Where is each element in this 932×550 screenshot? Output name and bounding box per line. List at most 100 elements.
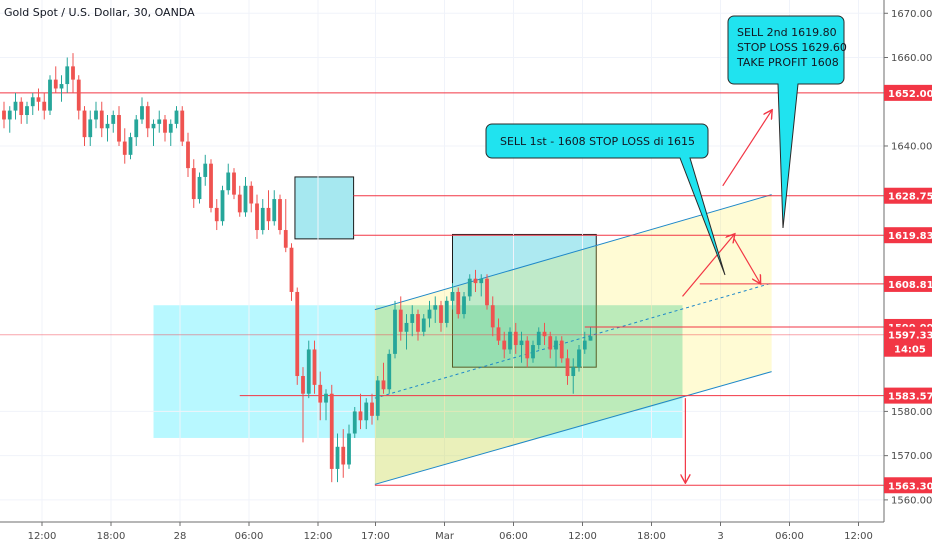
horizontal-levels (0, 92, 884, 486)
candle-body (48, 79, 52, 111)
candle-body (272, 199, 277, 222)
candle-body (53, 79, 58, 89)
candle-body (370, 402, 374, 416)
candle-body (347, 433, 351, 465)
candle-body (111, 115, 116, 124)
arrow-down-to-tp (733, 238, 760, 283)
level-price-label: 1619.832 (888, 231, 932, 242)
candle-body (433, 305, 438, 310)
candle-body (243, 185, 248, 213)
time-tick-label: 06:00 (499, 531, 528, 542)
candle-body (582, 340, 587, 350)
candle-body (283, 230, 288, 248)
candle-body (306, 349, 311, 394)
channel-lower-line (374, 371, 772, 485)
candle-body (508, 331, 512, 350)
candle-body (410, 314, 415, 323)
candle-body (324, 393, 328, 403)
candle-body (226, 172, 231, 191)
candle-body (531, 345, 535, 359)
candle-body (117, 115, 121, 142)
candle-body (289, 247, 294, 292)
candle-body (513, 331, 518, 346)
level-price-tag (884, 275, 932, 292)
candle-body (467, 278, 472, 297)
candle-body (358, 411, 363, 421)
time-tick-label: 12:00 (568, 531, 597, 542)
level-price-tag (884, 387, 932, 404)
callout-text-line: SELL 2nd 1619.80 (737, 26, 837, 39)
candle-body (220, 190, 225, 222)
candle-body (82, 110, 87, 138)
candle-body (381, 380, 386, 390)
candle-body (479, 278, 484, 284)
time-tick-label: 12:00 (844, 531, 873, 542)
candle-body (174, 110, 179, 124)
candle-body (577, 349, 581, 368)
time-axis[interactable]: 12:00 18:00 28 06:00 12:00 17:00 Mar 06:00 12:00… (0, 521, 932, 550)
candle-body (490, 305, 495, 328)
candle-body (214, 207, 219, 222)
symbol-legend: Gold Spot / U.S. Dollar, 30, OANDA (4, 6, 195, 19)
candle-body (42, 101, 47, 111)
candle-body (525, 340, 530, 359)
candle-body (295, 291, 300, 377)
candle-body (191, 168, 196, 200)
candle-body (249, 185, 254, 204)
candle-body (519, 340, 524, 346)
level-price-label: 1583.570 (888, 392, 932, 403)
time-tick-label: 12:00 (28, 531, 57, 542)
time-tick-label: 12:00 (304, 531, 333, 542)
candle-body (364, 402, 369, 421)
candle-body (157, 119, 162, 124)
arrow-up-to-sell2 (682, 234, 735, 297)
candle-body (232, 172, 236, 195)
callout-bubble (727, 15, 845, 229)
callout-text: SELL 1st - 1608 STOP LOSS di 1615 (500, 135, 695, 148)
level-price-tag (884, 227, 932, 244)
regression-channel (374, 194, 772, 485)
candle-body (237, 194, 242, 213)
candle-body (559, 340, 564, 359)
callout-text-line: TAKE PROFIT 1608 (736, 56, 839, 69)
time-tick-label: Mar (435, 531, 455, 542)
candle-body (496, 327, 501, 341)
candle-body (398, 309, 403, 332)
candle-body (301, 376, 305, 394)
candle-body (71, 66, 75, 80)
price-tick-label: 1670.000 (891, 9, 932, 20)
time-tick-label: 28 (174, 531, 187, 542)
price-tick-label: 1570.000 (891, 451, 932, 462)
level-price-tag (884, 477, 932, 494)
callout-text-line: STOP LOSS 1629.60 (737, 41, 847, 54)
candle-body (209, 163, 213, 208)
candle-body (450, 291, 455, 301)
candle-body (94, 110, 98, 120)
range-box (452, 233, 597, 368)
time-tick-label: 3 (717, 531, 723, 542)
price-axis[interactable]: 1560.000 1570.000 1580.000 1640.000 1660.000… (883, 0, 932, 550)
price-tick-label: 1640.000 (891, 141, 932, 152)
candle-body (19, 101, 24, 116)
candle-body (145, 106, 150, 129)
time-tick-label: 17:00 (361, 531, 390, 542)
level-price-label: 1652.008 (888, 89, 932, 100)
current-price-label: 1597.338 (888, 331, 932, 342)
candle-body (59, 84, 64, 89)
time-tick-label: 06:00 (235, 531, 264, 542)
candle-body (65, 66, 70, 85)
candle-body (571, 367, 576, 377)
candle-body (128, 137, 133, 155)
candle-body (536, 331, 541, 346)
candle-body (329, 393, 334, 469)
candle-body (163, 119, 167, 133)
candle-body (99, 110, 104, 129)
countdown-label: 14:05 (894, 345, 926, 356)
candle-body (565, 358, 570, 377)
level-price-tag (884, 84, 932, 101)
candle-body (278, 199, 282, 231)
candle-body (197, 176, 202, 200)
candle-body (318, 384, 323, 403)
candle-body (444, 300, 449, 323)
